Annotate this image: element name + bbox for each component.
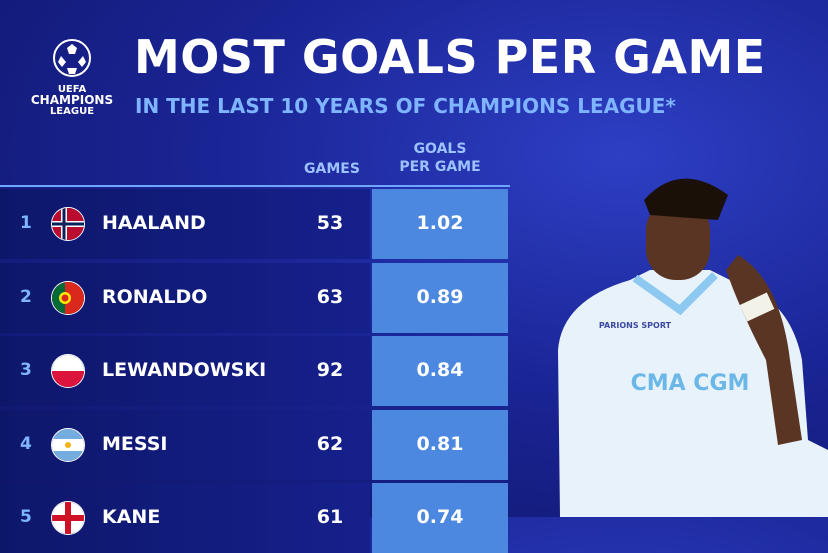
flag [51, 427, 85, 462]
goals-cell [372, 336, 508, 406]
player-name: MESSI [102, 432, 168, 455]
flag [51, 280, 85, 315]
flag [51, 354, 85, 388]
goals-per-game: 1.02 [416, 212, 464, 234]
logo-text: LEAGUE [49, 106, 95, 117]
column-header: GAMES [304, 161, 360, 177]
games: 63 [316, 285, 344, 308]
rank: 2 [20, 286, 32, 307]
games: 92 [316, 359, 344, 381]
rank: 4 [20, 433, 32, 454]
flag [51, 207, 85, 241]
rank: 3 [20, 360, 32, 380]
title: MOST GOALS PER GAME [134, 30, 766, 84]
player-photo: CMA CGM PARIONS SPORT [558, 178, 828, 517]
column-header-line: PER GAME [399, 159, 481, 175]
player-name: LEWANDOWSKI [102, 359, 267, 381]
goals-per-game: 0.81 [416, 432, 464, 455]
goals-cell [372, 189, 508, 259]
player-name: RONALDO [102, 285, 208, 308]
goals-cell [372, 409, 508, 480]
logo-ball [53, 39, 91, 77]
rank: 1 [20, 213, 32, 233]
subtitle: IN THE LAST 10 YEARS OF CHAMPIONS LEAGUE… [135, 94, 676, 118]
logo: UEFA CHAMPIONS LEAGUE [26, 36, 118, 117]
shirt-sponsor: CMA CGM [631, 371, 750, 396]
goals-per-game: 0.84 [416, 359, 464, 381]
rank: 5 [20, 507, 32, 527]
column-header: GOALS PER GAME [380, 140, 500, 176]
column-header-line: GOALS [413, 141, 467, 157]
player-name: KANE [102, 506, 161, 528]
games: 62 [316, 432, 344, 455]
logo-text: CHAMPIONS [30, 93, 114, 107]
player-name: HAALAND [102, 212, 206, 234]
shirt-badge: PARIONS SPORT [599, 321, 672, 330]
games: 53 [316, 212, 344, 234]
logo-text: UEFA [57, 84, 87, 95]
goals-per-game: 0.74 [416, 506, 464, 528]
header-rule [0, 185, 510, 187]
flag [51, 501, 85, 535]
goals-cell [372, 262, 508, 333]
games: 61 [316, 506, 344, 528]
goals-per-game: 0.89 [416, 285, 464, 308]
